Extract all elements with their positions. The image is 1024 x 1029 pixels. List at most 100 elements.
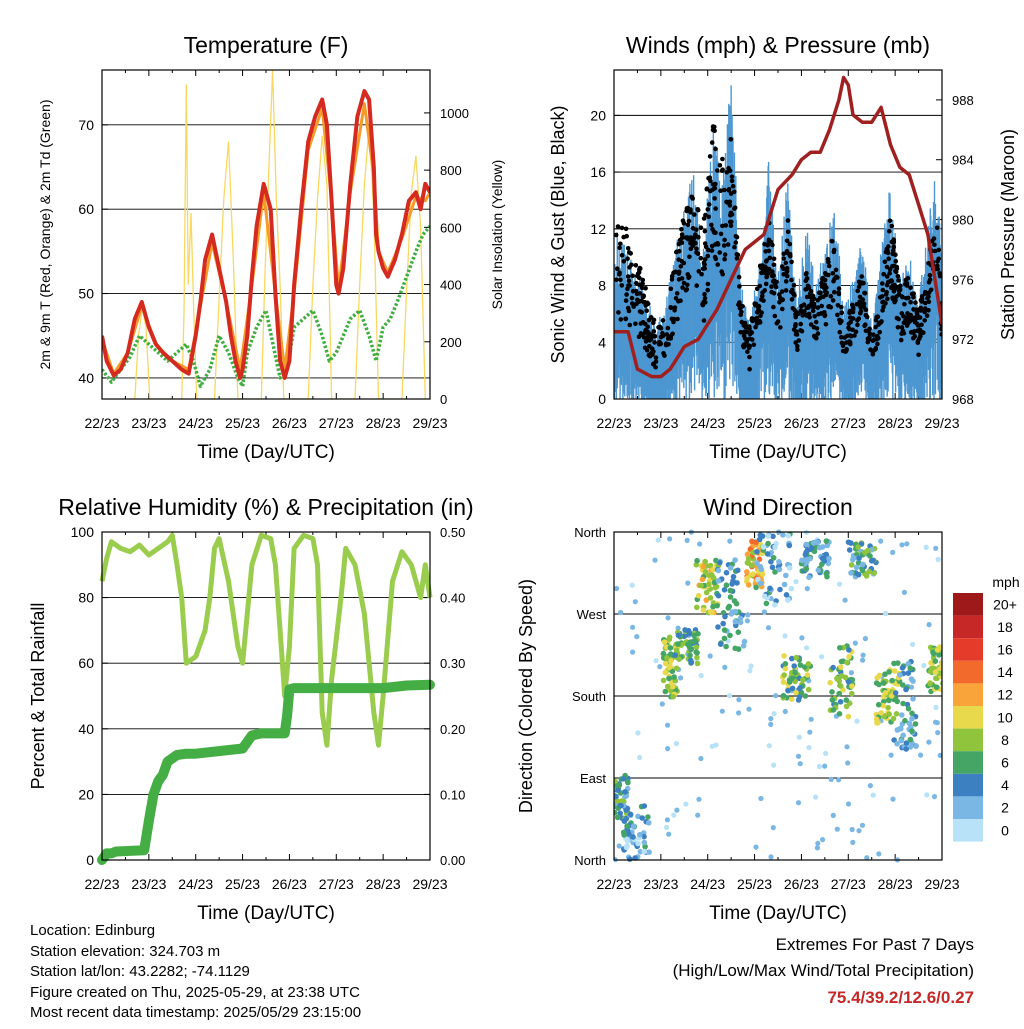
direction-point bbox=[893, 711, 900, 717]
gust-point bbox=[623, 226, 629, 232]
direction-point bbox=[780, 679, 787, 685]
direction-point bbox=[671, 812, 677, 818]
gust-point bbox=[743, 337, 749, 342]
x-axis-label: Time (Day/UTC) bbox=[197, 442, 335, 463]
y-tick-label: North bbox=[574, 853, 606, 868]
extremes-values: 75.4/39.2/12.6/0.27 bbox=[827, 988, 974, 1007]
gust-point bbox=[696, 234, 701, 240]
direction-point bbox=[940, 659, 942, 665]
direction-point bbox=[622, 789, 628, 795]
gust-point bbox=[630, 273, 635, 279]
gust-point bbox=[863, 328, 869, 334]
direction-point bbox=[907, 736, 914, 743]
gust-point bbox=[662, 353, 667, 358]
direction-point bbox=[819, 654, 825, 660]
gust-point bbox=[831, 249, 837, 255]
gust-point bbox=[748, 329, 754, 335]
direction-point bbox=[842, 597, 848, 603]
direction-point bbox=[891, 737, 897, 743]
gust-point bbox=[634, 291, 640, 297]
gust-point bbox=[880, 281, 885, 286]
direction-point bbox=[786, 565, 793, 571]
humidity-series-group bbox=[97, 532, 435, 865]
gust-point bbox=[619, 225, 625, 231]
gust-point bbox=[625, 246, 631, 251]
direction-point bbox=[866, 568, 873, 575]
gust-point bbox=[812, 314, 817, 319]
direction-point bbox=[776, 559, 782, 565]
direction-point bbox=[848, 540, 854, 546]
gust-point bbox=[857, 299, 862, 305]
direction-point bbox=[707, 653, 713, 659]
gust-point bbox=[702, 262, 707, 267]
direction-point bbox=[860, 657, 866, 663]
gust-point bbox=[781, 272, 786, 277]
gust-point bbox=[685, 205, 690, 211]
gust-point bbox=[807, 315, 812, 320]
direction-point bbox=[627, 856, 633, 862]
direction-point bbox=[903, 740, 910, 746]
x-tick-label: 29/23 bbox=[924, 415, 959, 431]
direction-point bbox=[662, 688, 669, 695]
colorbar-label: 14 bbox=[997, 664, 1013, 680]
gust-point bbox=[878, 320, 884, 325]
gust-point bbox=[771, 278, 777, 283]
gust-point bbox=[846, 325, 851, 331]
direction-point bbox=[849, 683, 855, 689]
gust-point bbox=[737, 305, 743, 311]
gust-point bbox=[894, 315, 900, 321]
gust-point bbox=[649, 350, 654, 356]
x-tick-label: 25/23 bbox=[225, 415, 260, 431]
gust-point bbox=[798, 321, 803, 327]
gust-point bbox=[835, 312, 840, 318]
direction-point bbox=[737, 615, 744, 622]
gust-point bbox=[643, 321, 648, 327]
chart-title: Winds (mph) & Pressure (mb) bbox=[626, 32, 930, 58]
gust-point bbox=[855, 318, 860, 323]
gust-point bbox=[783, 260, 788, 266]
gust-point bbox=[815, 331, 821, 336]
gust-point bbox=[636, 270, 642, 275]
direction-point bbox=[933, 684, 940, 690]
direction-point bbox=[801, 664, 808, 670]
gust-point bbox=[837, 329, 843, 335]
direction-point bbox=[939, 686, 942, 693]
gust-point bbox=[633, 321, 638, 327]
direction-point bbox=[785, 533, 792, 539]
direction-point bbox=[804, 672, 811, 678]
direction-point bbox=[886, 697, 892, 704]
direction-point bbox=[713, 583, 720, 590]
gust-point bbox=[675, 316, 680, 322]
direction-point bbox=[687, 652, 693, 659]
gust-point bbox=[623, 298, 629, 303]
gust-point bbox=[927, 272, 933, 278]
y-axis-label: 2m & 9m T (Red, Orange) & 2m Td (Green) bbox=[37, 100, 53, 370]
gust-point bbox=[630, 288, 636, 294]
direction-point bbox=[637, 754, 643, 761]
gust-point bbox=[729, 174, 735, 180]
gust-point bbox=[793, 340, 798, 345]
x-tick-label: 22/23 bbox=[596, 876, 631, 892]
direction-point bbox=[621, 818, 628, 824]
direction-point bbox=[798, 689, 805, 696]
gust-point bbox=[616, 310, 621, 315]
direction-point bbox=[837, 699, 844, 705]
y-tick-label: 50 bbox=[78, 286, 94, 302]
gust-point bbox=[822, 277, 828, 283]
direction-point bbox=[830, 812, 836, 819]
y2-tick-label: 600 bbox=[440, 220, 462, 235]
gust-point bbox=[725, 242, 731, 247]
gust-point bbox=[784, 250, 790, 255]
gust-point bbox=[893, 259, 899, 264]
direction-point bbox=[666, 675, 672, 682]
direction-point bbox=[725, 605, 732, 611]
colorbar-swatch bbox=[953, 728, 983, 752]
colorbar-label: 12 bbox=[997, 687, 1013, 703]
gust-point bbox=[895, 273, 901, 279]
direction-point bbox=[913, 743, 919, 749]
y2-tick-label: 0.30 bbox=[440, 656, 465, 671]
direction-point bbox=[829, 697, 836, 703]
gust-point bbox=[741, 344, 747, 350]
gust-point bbox=[695, 251, 701, 256]
direction-point bbox=[855, 544, 861, 550]
